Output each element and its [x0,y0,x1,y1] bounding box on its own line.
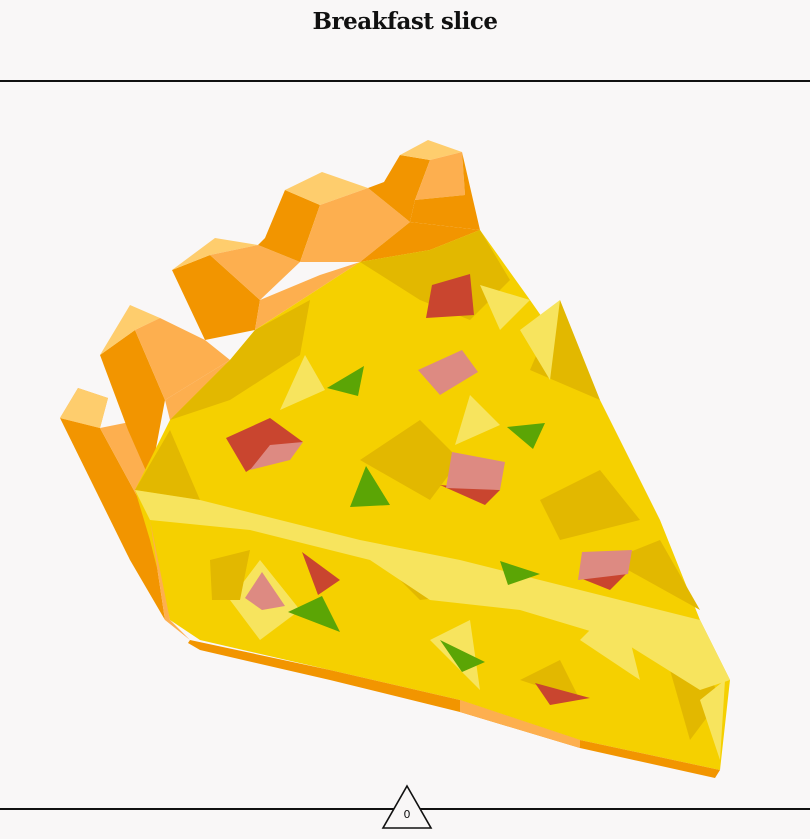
page-title: Breakfast slice [312,8,498,35]
page-header: Breakfast slice [0,0,810,82]
herb-toppings [288,366,545,672]
tomato-toppings [226,274,628,705]
triangle-icon [381,784,433,829]
counter-button[interactable]: 0 [381,782,433,832]
ham-toppings [245,350,632,610]
counter-value: 0 [403,808,411,821]
crust-bottom-edge [150,520,720,778]
breakfast-slice-illustration [0,84,810,808]
egg-filling [135,230,730,770]
